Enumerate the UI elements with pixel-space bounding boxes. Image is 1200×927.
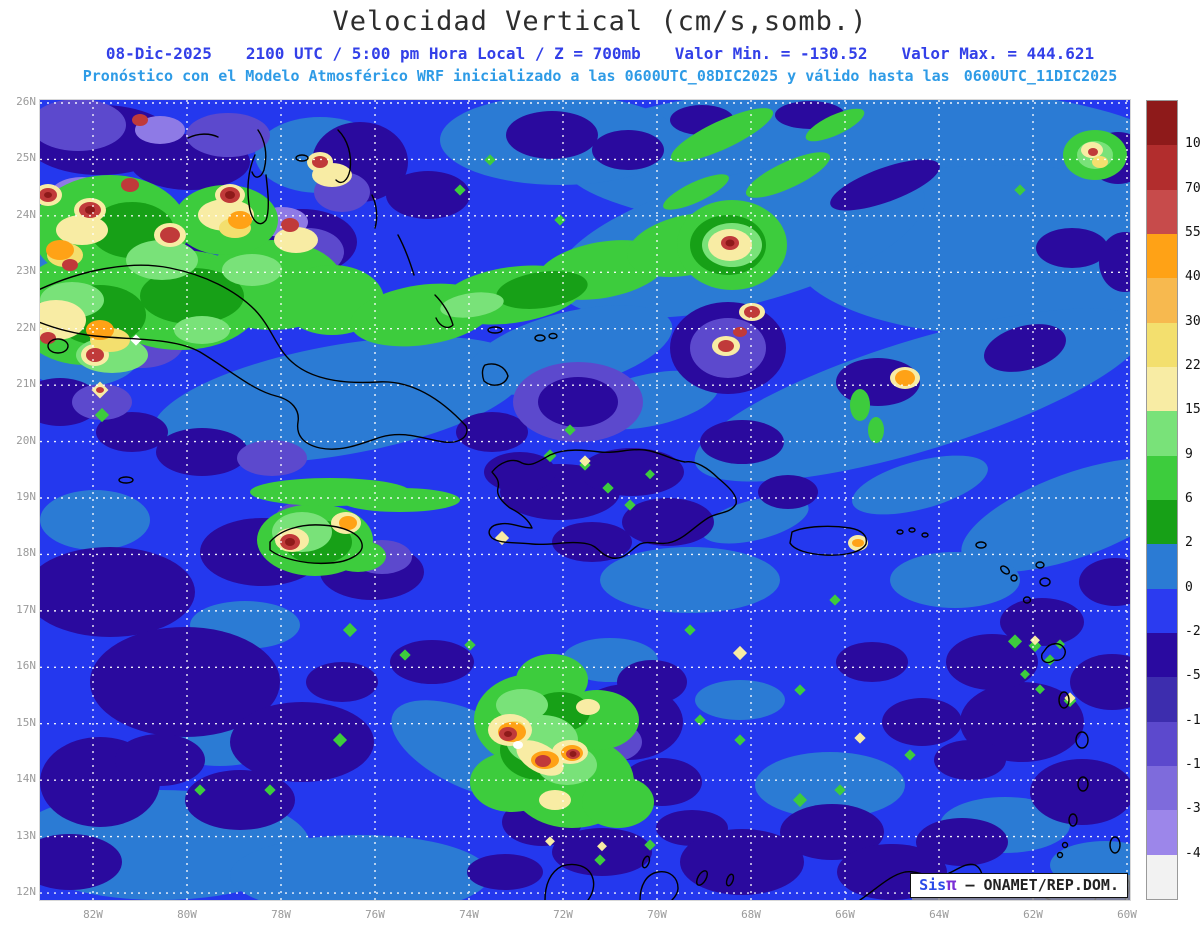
colorbar-value: 22 bbox=[1185, 358, 1200, 373]
colorbar-value: 15 bbox=[1185, 402, 1200, 418]
lon-tick-label: 66W bbox=[835, 908, 855, 921]
colorbar-value: -18 bbox=[1185, 757, 1200, 772]
colorbar-legend: 100 70 55 40 30 22 15 9 6 2 0 -2 -5 -10 -18 -30 -45 bbox=[1146, 100, 1200, 900]
value-min: Valor Min. = -130.52 bbox=[674, 44, 868, 63]
lat-tick-label: 17N bbox=[16, 602, 36, 616]
lon-tick-label: 82W bbox=[83, 908, 103, 921]
colorbar-segment bbox=[1147, 233, 1177, 279]
lon-tick-label: 72W bbox=[553, 908, 573, 921]
lat-tick-label: 14N bbox=[16, 772, 36, 786]
colorbar-segment bbox=[1147, 544, 1177, 589]
colorbar-value: -45 bbox=[1185, 845, 1200, 861]
lon-tick-label: 76W bbox=[365, 908, 385, 921]
lat-tick-label: 19N bbox=[16, 490, 36, 503]
colorbar-value: -2 bbox=[1185, 624, 1200, 639]
colorbar-segment bbox=[1147, 854, 1177, 899]
watermark-badge: Sisπ — ONAMET/REP.DOM. bbox=[910, 873, 1128, 898]
watermark-sis: Sis bbox=[919, 876, 947, 894]
run-date: 08-Dic-2025 bbox=[105, 44, 212, 63]
lat-tick-label: 23N bbox=[16, 264, 36, 278]
lat-tick-label: 16N bbox=[16, 659, 36, 673]
colorbar-value: 30 bbox=[1185, 313, 1200, 329]
lon-tick-label: 60W bbox=[1117, 908, 1137, 921]
lat-tick-label: 20N bbox=[16, 433, 36, 447]
colorbar-value: 9 bbox=[1185, 446, 1193, 462]
lat-tick-label: 18N bbox=[16, 546, 36, 560]
colorbar-segments bbox=[1146, 100, 1178, 900]
colorbar-value: 55 bbox=[1185, 225, 1200, 240]
lon-tick-label: 62W bbox=[1023, 908, 1043, 921]
colorbar-value: -30 bbox=[1185, 801, 1200, 817]
lon-tick-label: 78W bbox=[271, 908, 291, 921]
colorbar-segment bbox=[1147, 101, 1177, 146]
colorbar-segment bbox=[1147, 145, 1177, 190]
lat-tick-label: 15N bbox=[16, 715, 36, 729]
colorbar-value: -10 bbox=[1185, 712, 1200, 728]
colorbar-segment bbox=[1147, 810, 1177, 855]
forecast-text: Pronóstico con el Modelo Atmosférico WRF… bbox=[82, 67, 950, 85]
forecast-until: 0600UTC_11DIC2025 bbox=[963, 67, 1118, 85]
colorbar-value: 2 bbox=[1185, 535, 1193, 551]
colorbar-segment bbox=[1147, 632, 1177, 678]
lon-tick-label: 70W bbox=[647, 908, 667, 921]
colorbar-value: 6 bbox=[1185, 491, 1193, 506]
lat-tick-label: 24N bbox=[16, 207, 36, 221]
lat-tick-label: 25N bbox=[16, 151, 36, 165]
lat-tick-label: 22N bbox=[16, 320, 36, 334]
colorbar-segment bbox=[1147, 677, 1177, 722]
lat-tick-label: 13N bbox=[16, 828, 36, 842]
lon-tick-label: 74W bbox=[459, 908, 479, 921]
colorbar-segment bbox=[1147, 765, 1177, 811]
lat-tick-label: 21N bbox=[16, 377, 36, 391]
colorbar-segment bbox=[1147, 721, 1177, 766]
value-max: Valor Max. = 444.621 bbox=[901, 44, 1095, 63]
colorbar-segment bbox=[1147, 278, 1177, 323]
lat-tick-label: 26N bbox=[16, 95, 36, 108]
colorbar-value: 0 bbox=[1185, 579, 1193, 595]
validity-line: 08-Dic-2025 2100 UTC / 5:00 pm Hora Local… bbox=[0, 44, 1200, 63]
colorbar-value: -5 bbox=[1185, 668, 1200, 684]
colorbar-segment bbox=[1147, 189, 1177, 234]
watermark-agency: — ONAMET/REP.DOM. bbox=[956, 876, 1119, 894]
pi-symbol: π bbox=[946, 875, 957, 895]
lon-tick-label: 64W bbox=[929, 908, 949, 921]
lon-tick-label: 68W bbox=[741, 908, 761, 921]
forecast-line: Pronóstico con el Modelo Atmosférico WRF… bbox=[0, 67, 1200, 85]
chart-title: Velocidad Vertical (cm/s,somb.) bbox=[332, 6, 868, 37]
colorbar-value: 40 bbox=[1185, 269, 1200, 285]
colorbar-segment bbox=[1147, 322, 1177, 367]
colorbar-value: 70 bbox=[1185, 180, 1200, 196]
colorbar-segment bbox=[1147, 411, 1177, 456]
colorbar-value: 100 bbox=[1185, 136, 1200, 152]
vertical-velocity-field bbox=[40, 100, 1130, 900]
valid-time-level: 2100 UTC / 5:00 pm Hora Local / Z = 700m… bbox=[245, 44, 641, 63]
colorbar-segment bbox=[1147, 588, 1177, 633]
colorbar-segment bbox=[1147, 366, 1177, 412]
colorbar-segment bbox=[1147, 455, 1177, 500]
lon-tick-label: 80W bbox=[177, 908, 197, 921]
lat-tick-label: 12N bbox=[16, 885, 36, 899]
colorbar-segment bbox=[1147, 499, 1177, 545]
map-canvas: Sisπ — ONAMET/REP.DOM. bbox=[39, 99, 1131, 901]
